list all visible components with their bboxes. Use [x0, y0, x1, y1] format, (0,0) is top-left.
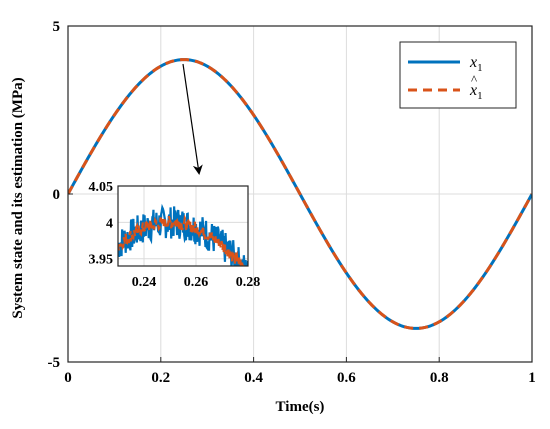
inset-frame [117, 185, 249, 267]
x-tick-label: 0 [64, 370, 72, 386]
x-tick-label: 1 [528, 370, 536, 386]
legend: x1 x1 ^ [399, 41, 517, 109]
axis-ticks: 0 0.2 0.4 0.6 0.8 1-505 [48, 19, 536, 386]
inset-y-tick-label: 4.05 [89, 180, 114, 195]
legend-hat-glyph: ^ [471, 72, 477, 87]
x-tick-label: 0.8 [430, 370, 449, 386]
inset-x-tick-label: 0.24 [132, 275, 157, 290]
y-tick-label: 0 [53, 187, 61, 203]
legend-label-x1: x1 [469, 54, 483, 74]
inset-series-xhat1 [118, 214, 245, 266]
x-axis-label: Time(s) [276, 399, 325, 415]
y-axis-label: System state and its estimation (MPa) [10, 77, 26, 318]
inset-ticks: 0.24 0.26 0.28 3.95 4 4.05 [89, 180, 261, 290]
x-tick-label: 0.2 [151, 370, 170, 386]
inset-series-group [118, 203, 248, 266]
inset-x-tick-label: 0.28 [236, 275, 261, 290]
legend-label-xhat1: x1 [469, 82, 483, 102]
y-tick-label: 5 [53, 19, 61, 35]
x-tick-label: 0.6 [337, 370, 356, 386]
inset-y-tick-label: 4 [106, 216, 113, 231]
main-series-group [68, 58, 532, 330]
inset-y-tick-label: 3.95 [89, 253, 114, 268]
zoom-arrow [182, 63, 203, 175]
inset-x-tick-label: 0.26 [184, 275, 209, 290]
y-tick-label: -5 [48, 355, 61, 371]
x-tick-label: 0.4 [244, 370, 263, 386]
series-line-xhat1 [68, 58, 532, 330]
legend-box [399, 41, 517, 109]
